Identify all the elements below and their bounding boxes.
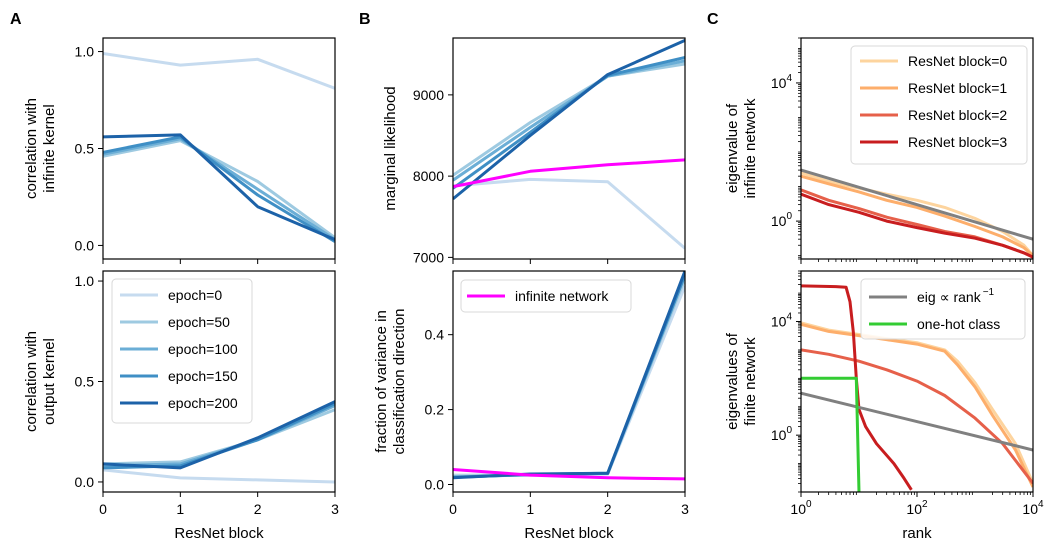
chart-panels: 0.0 0.5 1.0 correlation withinfinite kernel… xyxy=(23,37,1044,542)
legend-item-resnet-block: ResNet block=2 xyxy=(908,107,1007,123)
series-line-epoch-50 xyxy=(103,139,335,239)
series-line-epoch-150 xyxy=(103,135,335,243)
legend-item-epoch: epoch=50 xyxy=(168,314,230,330)
y-axis-label: marginal likelihood xyxy=(382,86,399,210)
x-tick-label: 1 xyxy=(526,501,534,517)
y-tick-label: 0.5 xyxy=(75,141,95,157)
x-tick-label: 1 xyxy=(176,501,184,517)
series-group xyxy=(453,39,685,250)
panel-c-bottom: 100 102 104 100 104 rank eigenvalues offinite … xyxy=(724,270,1044,542)
legend-item-one-hot-class: one-hot class xyxy=(917,316,1000,332)
series-group xyxy=(801,168,1033,259)
y-axis-label: eigenvalue ofinfinite network xyxy=(724,98,759,199)
series-line-epoch-200 xyxy=(453,271,685,480)
y-tick-label: 104 xyxy=(771,73,793,91)
x-tick-label: 2 xyxy=(604,501,612,517)
y-tick-label: 1.0 xyxy=(75,44,95,60)
legend-item-resnet-block: ResNet block=3 xyxy=(908,134,1007,150)
series-line-eig-rank-1 xyxy=(801,168,1033,241)
panel-a-top: 0.0 0.5 1.0 correlation withinfinite kernel xyxy=(23,37,336,264)
series-line-epoch-200 xyxy=(453,39,685,201)
legend-frame xyxy=(850,45,1028,165)
legend-item-epoch: epoch=200 xyxy=(168,395,238,411)
series-line-epoch-200 xyxy=(103,400,335,470)
legend-frame xyxy=(111,278,253,424)
series-line-eig-rank-1 xyxy=(801,391,1033,452)
series-line-resnet-block-1 xyxy=(801,322,1033,488)
x-tick-label: 0 xyxy=(99,501,107,517)
y-tick-label: 1.0 xyxy=(75,273,95,289)
y-axis-label: correlation withoutput kernel xyxy=(23,331,58,432)
series-line-epoch-100 xyxy=(453,59,685,182)
series-line-epoch-50 xyxy=(453,62,685,177)
legend-item-resnet-block: ResNet block=0 xyxy=(908,53,1007,69)
legend-item-epoch: epoch=100 xyxy=(168,341,238,357)
series-line-epoch-0 xyxy=(103,468,335,484)
series-line-epoch-0 xyxy=(453,177,685,250)
x-tick-label: 2 xyxy=(254,501,262,517)
series-group xyxy=(453,271,685,481)
legend-item-infinite-network: infinite network xyxy=(515,288,609,304)
series-line-one-hot-class xyxy=(801,376,861,492)
panel-b-bottom: 0 1 2 3 0.0 0.2 0.4 ResNet block fraction of var… xyxy=(373,270,689,542)
y-tick-label: 9000 xyxy=(413,87,444,103)
panel-letter-a: A xyxy=(10,11,22,28)
panel-letter-c: C xyxy=(707,11,719,28)
x-axis-label: rank xyxy=(902,525,932,542)
series-line-epoch-0 xyxy=(103,52,335,90)
series-group xyxy=(103,400,335,484)
series-line-resnet-block-3 xyxy=(801,192,1033,259)
axes-frame xyxy=(452,270,686,493)
series-line-epoch-0 xyxy=(453,285,685,477)
x-axis-label: ResNet block xyxy=(524,525,614,542)
chart-legends: epoch=0 epoch=50 epoch=100 epoch=150 epoch=2… xyxy=(111,45,1028,424)
x-tick-label: 0 xyxy=(449,501,457,517)
panel-letter-b: B xyxy=(359,11,371,28)
y-axis-label: correlation withinfinite kernel xyxy=(23,98,58,199)
y-tick-label: 100 xyxy=(771,211,793,229)
y-tick-label: 0.4 xyxy=(425,327,445,343)
series-line-infinite-network xyxy=(453,468,685,481)
series-group xyxy=(103,52,335,243)
series-line-resnet-block-0 xyxy=(801,171,1033,257)
legend-item-resnet-block: ResNet block=1 xyxy=(908,80,1007,96)
y-tick-label: 0.0 xyxy=(75,237,95,253)
legend-exponent: −1 xyxy=(983,287,995,298)
panel-a-bottom: 0 1 2 3 0.0 0.5 1.0 ResNet block correlation wit… xyxy=(23,270,339,542)
x-tick-label: 100 xyxy=(790,499,812,517)
legend-frame xyxy=(460,279,632,313)
y-tick-label: 104 xyxy=(771,312,793,330)
y-axis-label: eigenvalues offinite network xyxy=(724,332,759,430)
legend-item-epoch: epoch=150 xyxy=(168,368,238,384)
y-axis-label: fraction of variance inclassification di… xyxy=(373,309,408,455)
series-line-infinite-network xyxy=(453,158,685,189)
x-tick-label: 3 xyxy=(331,501,339,517)
x-axis-label: ResNet block xyxy=(174,525,264,542)
x-tick-label: 104 xyxy=(1022,499,1044,517)
y-tick-label: 8000 xyxy=(413,168,444,184)
series-line-epoch-200 xyxy=(103,133,335,241)
y-tick-label: 0.0 xyxy=(425,477,445,493)
series-line-resnet-block-2 xyxy=(801,348,1033,485)
x-tick-label: 3 xyxy=(681,501,689,517)
y-tick-label: 0.0 xyxy=(75,474,95,490)
legend-item-epoch: epoch=0 xyxy=(168,287,222,303)
legend-item-power-law: eig ∝ rank xyxy=(917,289,982,305)
x-tick-label: 102 xyxy=(906,499,928,517)
panel-c-top: 100 104 eigenvalue ofinfinite network xyxy=(724,37,1034,264)
y-tick-label: 0.2 xyxy=(425,402,445,418)
series-line-resnet-block-1 xyxy=(801,174,1033,257)
axes-frame xyxy=(452,37,686,260)
y-tick-label: 0.5 xyxy=(75,374,95,390)
series-line-epoch-100 xyxy=(103,137,335,241)
y-tick-label: 7000 xyxy=(413,249,444,265)
y-tick-label: 100 xyxy=(771,425,793,443)
panel-b-top: 7000 8000 9000 marginal likelihood xyxy=(382,37,686,265)
series-group xyxy=(801,284,1033,492)
